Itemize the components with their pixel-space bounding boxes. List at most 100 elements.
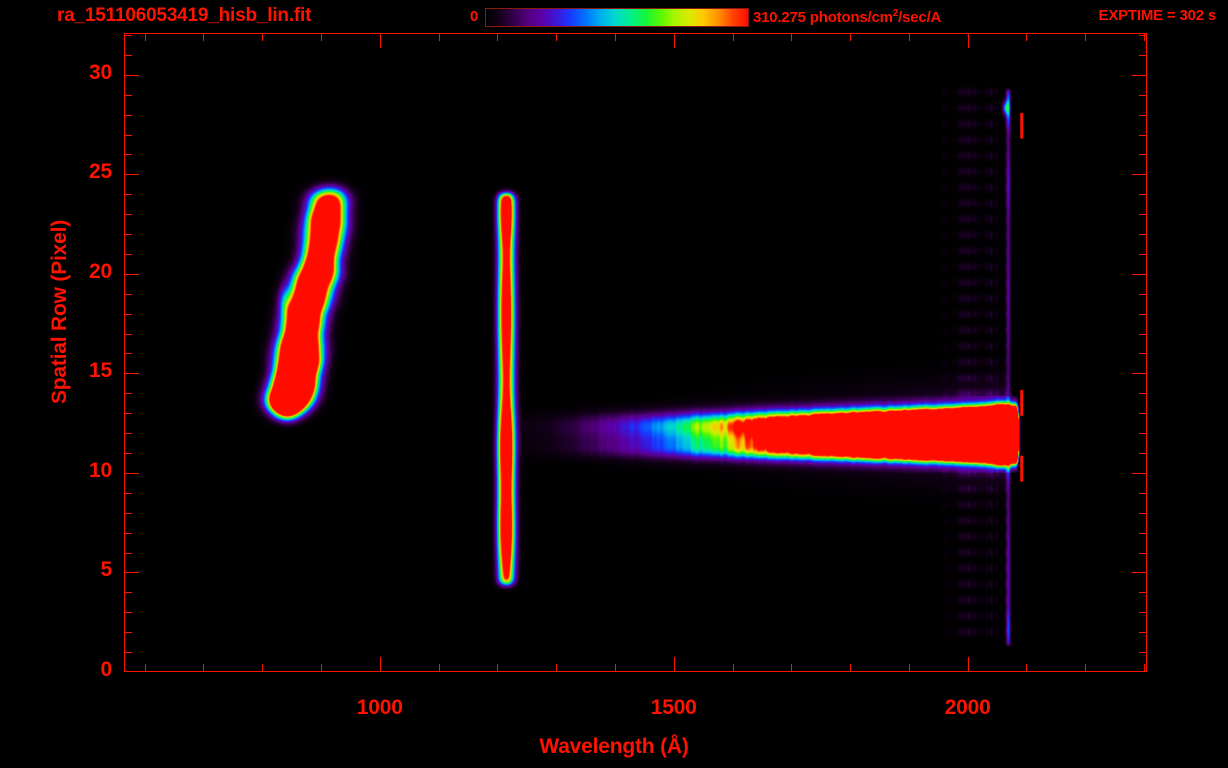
- x-tick-bottom: [380, 657, 381, 672]
- spectrogram-image: [125, 34, 1146, 671]
- y-tick-right: [1139, 135, 1147, 136]
- y-tick-left: [124, 493, 132, 494]
- y-tick-left: [124, 194, 132, 195]
- y-tick-left: [124, 393, 132, 394]
- x-tick-top: [850, 33, 851, 41]
- y-tick-left: [124, 572, 139, 573]
- y-tick-left: [124, 652, 132, 653]
- x-tick-bottom: [203, 664, 204, 672]
- x-tick-top: [1085, 33, 1086, 41]
- y-tick-right: [1132, 75, 1147, 76]
- y-tick-right: [1139, 234, 1147, 235]
- x-tick-bottom: [497, 664, 498, 672]
- x-tick-bottom: [556, 664, 557, 672]
- y-tick-right: [1139, 632, 1147, 633]
- y-tick-label: 0: [100, 658, 113, 681]
- y-tick-left: [124, 214, 132, 215]
- y-tick-left: [124, 55, 132, 56]
- y-tick-label: 25: [89, 160, 112, 184]
- x-tick-top: [674, 33, 675, 48]
- x-tick-bottom: [1144, 664, 1145, 672]
- x-tick-top: [791, 33, 792, 41]
- x-axis-title: Wavelength (Å): [539, 735, 689, 758]
- y-tick-left: [124, 632, 132, 633]
- y-tick-left: [124, 413, 132, 414]
- y-tick-right: [1139, 35, 1147, 36]
- y-tick-right: [1139, 314, 1147, 315]
- colorbar-unit-post: /sec/A: [898, 9, 942, 26]
- colorbar-unit-exponent: 2: [892, 8, 899, 19]
- x-tick-bottom: [733, 664, 734, 672]
- y-tick-left: [124, 294, 132, 295]
- y-tick-left: [124, 533, 132, 534]
- y-tick-right: [1132, 473, 1147, 474]
- y-tick-left: [124, 513, 132, 514]
- y-tick-right: [1139, 95, 1147, 96]
- y-tick-label: 5: [100, 558, 113, 582]
- y-tick-left: [124, 75, 139, 76]
- y-tick-left: [124, 115, 132, 116]
- y-tick-right: [1139, 55, 1147, 56]
- y-tick-right: [1139, 334, 1147, 335]
- y-tick-left: [124, 353, 132, 354]
- page-title: ra_151106053419_hisb_lin.fit: [57, 5, 312, 26]
- x-tick-top: [968, 33, 969, 48]
- y-tick-right: [1139, 433, 1147, 434]
- plot-frame: [124, 33, 1147, 672]
- x-tick-bottom: [850, 664, 851, 672]
- y-tick-left: [124, 95, 132, 96]
- y-tick-right: [1139, 254, 1147, 255]
- y-tick-right: [1132, 373, 1147, 374]
- colorbar-max-value: 310.275: [753, 9, 806, 26]
- x-tick-top: [733, 33, 734, 41]
- y-tick-left: [124, 453, 132, 454]
- x-tick-top: [262, 33, 263, 41]
- x-tick-label: 1000: [356, 696, 403, 719]
- x-tick-label: 2000: [944, 696, 991, 719]
- colorbar-min-label: 0: [470, 8, 479, 25]
- x-tick-top: [321, 33, 322, 41]
- x-tick-bottom: [909, 664, 910, 672]
- colorbar-max-label: 310.275 photons/cm2/sec/A: [753, 8, 941, 26]
- x-tick-top: [556, 33, 557, 41]
- y-tick-left: [124, 373, 139, 374]
- y-tick-right: [1139, 214, 1147, 215]
- x-tick-top: [909, 33, 910, 41]
- colorbar-gradient: [485, 8, 749, 27]
- x-tick-bottom: [615, 664, 616, 672]
- x-tick-top: [1144, 33, 1145, 41]
- x-tick-bottom: [145, 664, 146, 672]
- colorbar-unit-pre: photons/cm: [805, 9, 893, 26]
- y-tick-right: [1139, 533, 1147, 534]
- x-tick-top: [145, 33, 146, 41]
- y-tick-left: [124, 473, 139, 474]
- y-tick-right: [1139, 553, 1147, 554]
- x-tick-top: [615, 33, 616, 41]
- x-tick-bottom: [439, 664, 440, 672]
- y-tick-right: [1132, 274, 1147, 275]
- y-tick-label: 20: [89, 259, 112, 283]
- y-tick-left: [124, 174, 139, 175]
- y-tick-right: [1139, 294, 1147, 295]
- y-tick-right: [1139, 115, 1147, 116]
- y-tick-right: [1139, 592, 1147, 593]
- y-tick-right: [1139, 194, 1147, 195]
- x-tick-bottom: [674, 657, 675, 672]
- y-tick-left: [124, 135, 132, 136]
- y-tick-label: 10: [89, 458, 112, 482]
- y-tick-right: [1139, 513, 1147, 514]
- y-tick-label: 30: [89, 60, 112, 84]
- y-tick-left: [124, 154, 132, 155]
- y-tick-right: [1139, 393, 1147, 394]
- y-tick-left: [124, 314, 132, 315]
- x-tick-label: 1500: [650, 696, 697, 719]
- y-tick-right: [1132, 572, 1147, 573]
- y-tick-left: [124, 612, 132, 613]
- y-tick-left: [124, 334, 132, 335]
- y-tick-left: [124, 274, 139, 275]
- y-tick-left: [124, 433, 132, 434]
- x-tick-top: [439, 33, 440, 41]
- x-tick-bottom: [262, 664, 263, 672]
- x-tick-top: [203, 33, 204, 41]
